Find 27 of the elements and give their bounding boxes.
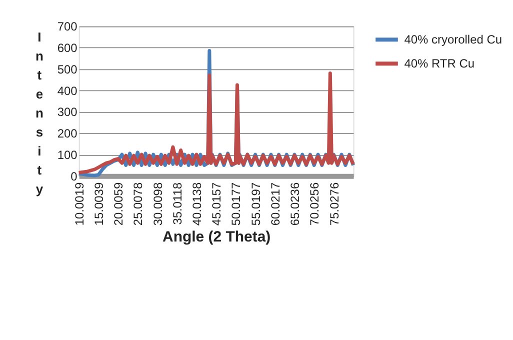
x-axis-title: Angle (2 Theta) [162,228,271,246]
x-tick-label: 65.0236 [288,182,302,226]
y-tick-label: 400 [57,84,78,98]
y-tick-label: 500 [57,62,78,76]
y-tick-label: 700 [57,20,78,34]
y-tick-label: 300 [57,105,78,120]
y-tick-label: 600 [57,41,78,56]
x-tick-label: 75.0276 [327,182,342,226]
x-tick-label: 60.0217 [268,182,282,226]
x-tick-label: 40.0138 [190,182,204,226]
x-tick-label: 55.0197 [248,182,263,226]
y-tick-label: 0 [70,169,78,184]
x-tick-label: 20.0059 [112,182,126,226]
x-tick-label: 50.0177 [229,182,244,226]
x-tick-label: 15.0039 [92,182,106,226]
x-tick-label: 35.0118 [170,182,184,225]
y-tick-label: 100 [57,148,78,162]
y-tick-label: 200 [57,126,78,141]
legend-label: 40% cryorolled Cu [404,32,502,47]
x-tick-label: 30.0098 [150,182,165,226]
x-tick-label: 10.0019 [72,182,86,226]
x-tick-label: 70.0256 [308,182,322,226]
text: Intensity [35,30,44,196]
legend-label: 40% RTR Cu [404,56,475,71]
line-series [77,72,356,174]
x-tick-label: 45.0157 [210,182,224,226]
x-tick-label: 25.0078 [131,182,146,226]
